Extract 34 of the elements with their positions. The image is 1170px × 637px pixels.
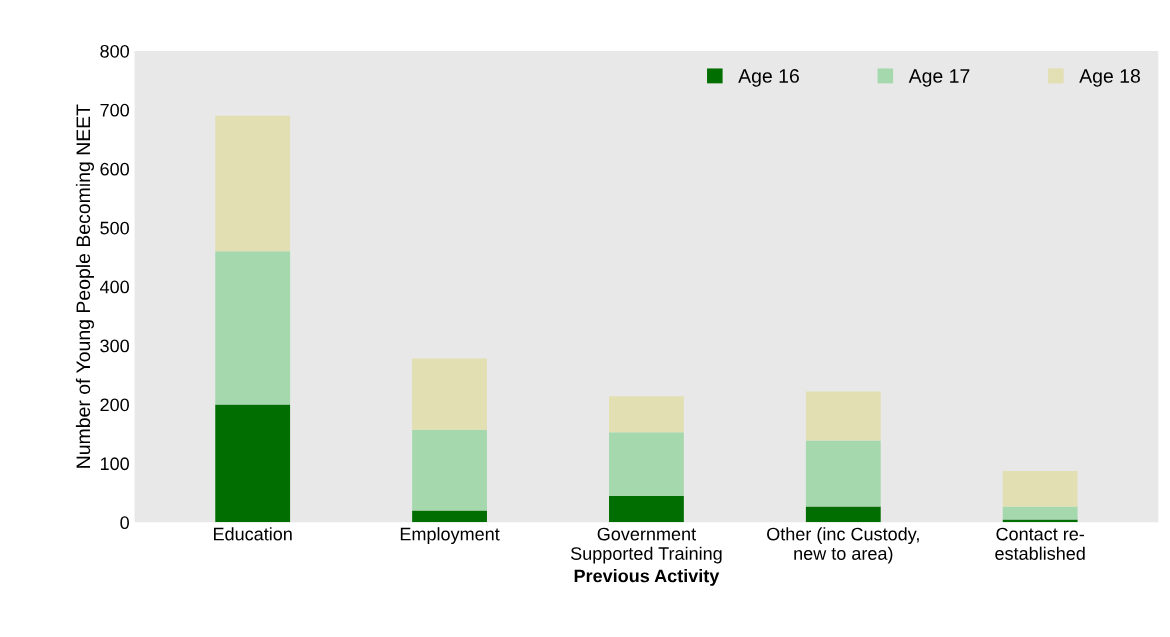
bar <box>215 404 291 523</box>
y-axis-title: Number of Young People Becoming NEET <box>75 104 95 468</box>
bar <box>805 391 881 441</box>
y-tick-label: 500 <box>100 221 129 235</box>
legend-label: Age 17 <box>908 69 970 87</box>
y-tick-label: 800 <box>100 44 129 58</box>
x-tick-label: Education <box>214 527 292 541</box>
legend-label: Age 18 <box>1079 69 1140 87</box>
x-tick-label: Contact re- established <box>995 527 1085 560</box>
bar <box>1002 519 1078 523</box>
y-tick-label: 0 <box>120 516 129 530</box>
x-tick-label: Employment <box>400 527 500 545</box>
bar <box>215 115 291 252</box>
y-tick-label: 200 <box>100 398 129 412</box>
y-tick-label: 400 <box>99 280 129 294</box>
bar <box>215 251 291 405</box>
bar <box>412 358 487 430</box>
bar <box>805 440 881 507</box>
y-tick-label: 100 <box>100 457 129 471</box>
y-tick-label: 300 <box>100 339 129 353</box>
bar <box>609 495 684 523</box>
bar <box>1002 471 1078 507</box>
y-tick-label: 600 <box>100 162 129 176</box>
y-tick-label: 700 <box>100 103 129 117</box>
bar <box>609 396 684 433</box>
x-tick-label: Government Supported Training <box>570 527 722 564</box>
x-tick-label: Other (inc Custody, new to area) <box>767 527 919 564</box>
bar <box>805 506 881 523</box>
bar <box>1002 506 1078 520</box>
bar <box>609 432 684 496</box>
x-axis-title: Previous Activity <box>574 569 720 586</box>
legend-label: Age 16 <box>738 69 799 87</box>
bar <box>412 510 487 523</box>
bar <box>412 429 487 511</box>
